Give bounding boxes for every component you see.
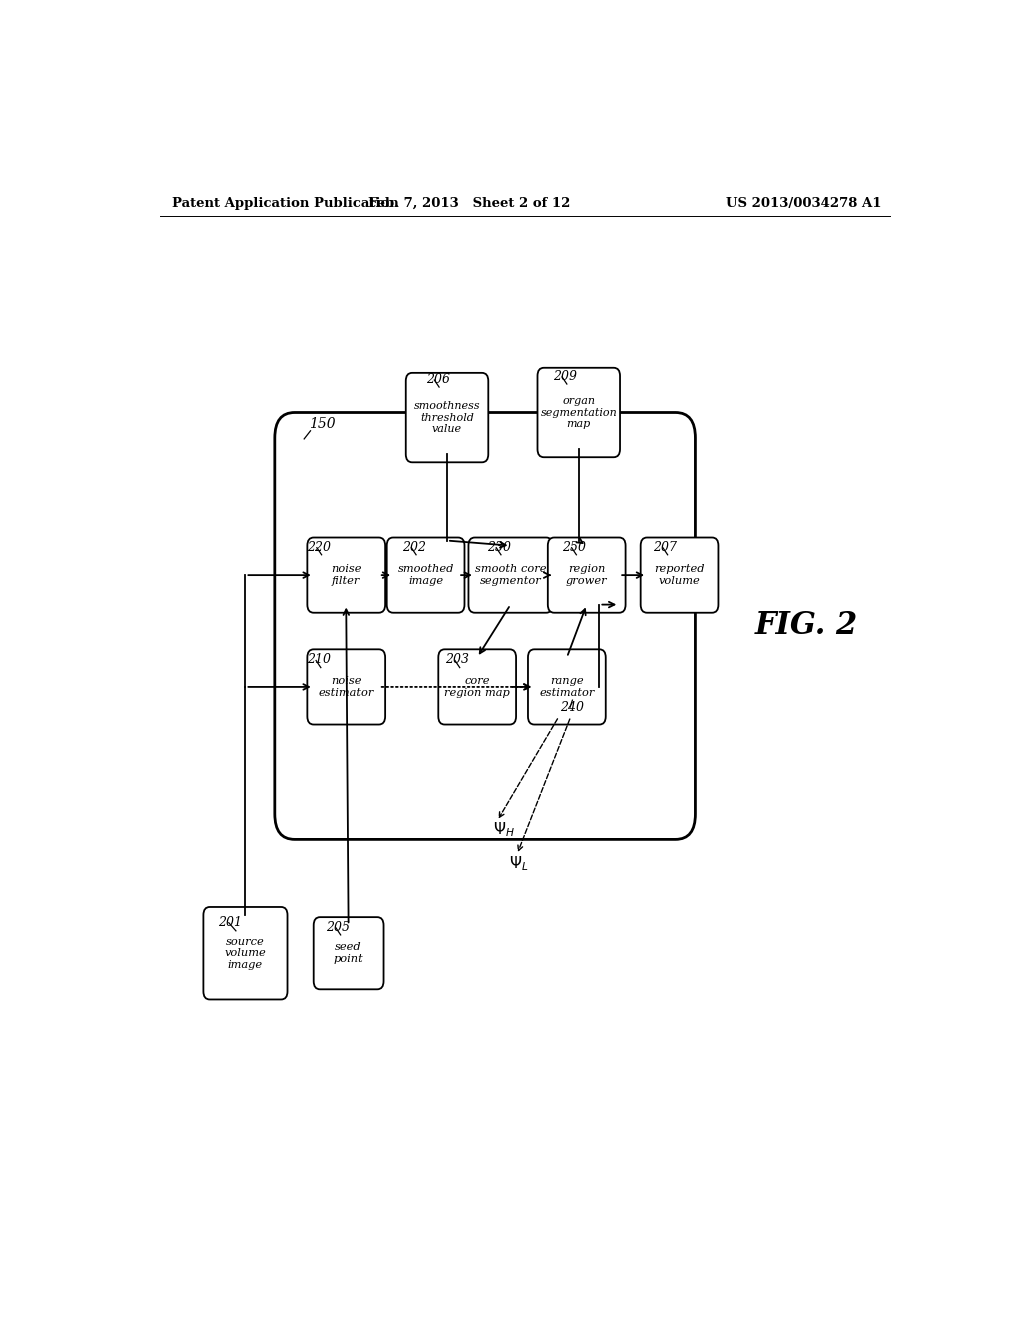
Text: $\Psi_{H}$: $\Psi_{H}$ <box>494 820 515 840</box>
Text: 207: 207 <box>653 541 677 554</box>
Text: seed
point: seed point <box>334 942 364 964</box>
FancyBboxPatch shape <box>538 368 620 457</box>
Text: Patent Application Publication: Patent Application Publication <box>172 197 398 210</box>
Text: noise
filter: noise filter <box>331 565 361 586</box>
Text: organ
segmentation
map: organ segmentation map <box>541 396 617 429</box>
Text: FIG. 2: FIG. 2 <box>755 610 858 642</box>
Text: region
grower: region grower <box>566 565 607 586</box>
Text: source
volume
image: source volume image <box>224 937 266 970</box>
Text: 203: 203 <box>445 653 469 667</box>
Text: 220: 220 <box>306 541 331 554</box>
Text: 202: 202 <box>401 541 426 554</box>
Text: noise
estimator: noise estimator <box>318 676 374 698</box>
Text: 240: 240 <box>560 701 585 714</box>
FancyBboxPatch shape <box>468 537 553 612</box>
FancyBboxPatch shape <box>528 649 606 725</box>
FancyBboxPatch shape <box>438 649 516 725</box>
FancyBboxPatch shape <box>641 537 719 612</box>
Text: range
estimator: range estimator <box>540 676 595 698</box>
Text: $\Psi_{L}$: $\Psi_{L}$ <box>509 854 528 873</box>
Text: 209: 209 <box>553 371 577 383</box>
FancyBboxPatch shape <box>387 537 465 612</box>
Text: 206: 206 <box>426 374 450 387</box>
FancyBboxPatch shape <box>307 537 385 612</box>
FancyBboxPatch shape <box>548 537 626 612</box>
FancyBboxPatch shape <box>274 412 695 840</box>
Text: 205: 205 <box>327 921 350 935</box>
Text: 201: 201 <box>218 916 242 929</box>
Text: 230: 230 <box>486 541 511 554</box>
FancyBboxPatch shape <box>406 372 488 462</box>
Text: smoothed
image: smoothed image <box>397 565 454 586</box>
Text: 250: 250 <box>562 541 586 554</box>
Text: Feb. 7, 2013   Sheet 2 of 12: Feb. 7, 2013 Sheet 2 of 12 <box>368 197 570 210</box>
Text: core
region map: core region map <box>444 676 510 698</box>
Text: 210: 210 <box>306 653 331 667</box>
FancyBboxPatch shape <box>204 907 288 999</box>
Text: 150: 150 <box>309 417 336 430</box>
Text: smoothness
threshold
value: smoothness threshold value <box>414 401 480 434</box>
Text: smooth core
segmentor: smooth core segmentor <box>475 565 546 586</box>
FancyBboxPatch shape <box>313 917 384 989</box>
Text: US 2013/0034278 A1: US 2013/0034278 A1 <box>726 197 882 210</box>
Text: reported
volume: reported volume <box>654 565 705 586</box>
FancyBboxPatch shape <box>307 649 385 725</box>
